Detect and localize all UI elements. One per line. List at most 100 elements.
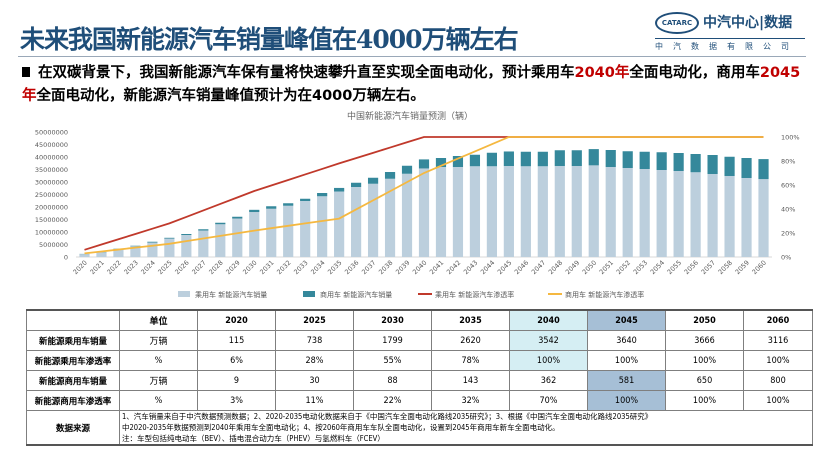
bar-commercial-2046: [520, 151, 531, 167]
source-row: 数据来源 1、汽车销量来自于中汽数据预测数据；2、2020-2035电动化数据来自…: [26, 410, 813, 446]
x-tick-label: 2053: [632, 259, 649, 276]
bar-commercial-2042: [452, 156, 464, 167]
y-tick-label: 5000000: [39, 241, 68, 249]
source-notes: 1、汽车销量来自于中汽数据预测数据；2、2020-2035电动化数据来自于《中国…: [119, 410, 813, 446]
x-tick-label: 2060: [751, 259, 768, 276]
y2-tick-label: 100%: [781, 134, 800, 142]
x-tick-label: 2046: [513, 259, 530, 276]
y2-tick-label: 80%: [781, 158, 795, 166]
bar-commercial-2059: [741, 158, 752, 178]
legend-label: 乘用车 新能源汽车渗透率: [435, 290, 514, 299]
source-line: 中2020-2035年数据预测到2040年乘用车全面电动化；4、按2060年商用…: [122, 423, 560, 432]
x-tick-label: 2048: [547, 259, 564, 276]
value-cell: 78%: [431, 350, 510, 371]
bar-commercial-2038: [384, 172, 396, 179]
x-tick-label: 2020: [72, 259, 89, 276]
value-cell: 22%: [353, 390, 432, 411]
bar-commercial-2045: [503, 151, 514, 166]
summary-text: 在双碳背景下，我国新能源汽车保有量将快速攀升直至实现全面电动化，预计乘用车204…: [22, 62, 812, 108]
bar-passenger-2021: [96, 252, 107, 257]
value-cell: 100%: [743, 350, 813, 371]
value-cell: 3116: [743, 330, 813, 351]
x-tick-label: 2039: [394, 259, 411, 276]
value-cell: 2620: [431, 330, 510, 351]
column-header: 单位: [119, 309, 198, 331]
summary-highlight: 2045年: [22, 65, 801, 104]
bar-commercial-2023: [130, 245, 141, 247]
unit-cell: %: [119, 350, 198, 371]
bar-commercial-2057: [707, 155, 718, 174]
x-tick-label: 2052: [615, 259, 632, 276]
y-tick-label: 0: [64, 254, 68, 262]
bar-commercial-2036: [351, 182, 362, 187]
x-tick-label: 2023: [122, 259, 139, 276]
bar-commercial-2034: [317, 193, 328, 197]
bar-passenger-2037: [367, 183, 379, 257]
value-cell: 1799: [353, 330, 432, 351]
bar-commercial-2048: [554, 150, 565, 166]
bar-commercial-2055: [673, 153, 684, 171]
x-tick-label: 2047: [530, 259, 547, 276]
bar-passenger-2022: [113, 249, 124, 257]
forecast-table: 单位 2020 2025 2030 2035 2040 2045 2050 2060 新能源乘用车…: [26, 309, 813, 446]
summary-part: 全面电动化，新能源汽车销量峰值预计为在4000万辆左右。: [36, 88, 425, 104]
y-tick-label: 25000000: [35, 191, 68, 199]
bar-passenger-2055: [673, 171, 684, 257]
x-tick-label: 2056: [683, 259, 700, 276]
x-tick-label: 2038: [377, 259, 394, 276]
value-cell: 88: [353, 370, 432, 391]
x-tick-label: 2043: [462, 259, 479, 276]
bar-commercial-2024: [147, 241, 158, 243]
row-label: 新能源商用车销量: [26, 370, 120, 391]
value-cell: 3666: [665, 330, 744, 351]
bar-commercial-2056: [690, 154, 701, 173]
bar-passenger-2057: [707, 174, 718, 257]
value-cell: 9: [197, 370, 276, 391]
bar-commercial-2047: [537, 151, 548, 167]
x-tick-label: 2050: [581, 259, 598, 276]
column-header: 2025: [275, 309, 354, 331]
column-header: 2050: [665, 309, 744, 331]
bar-passenger-2026: [181, 235, 192, 257]
bar-commercial-2041: [435, 158, 447, 167]
y2-tick-label: 40%: [781, 206, 795, 214]
bar-passenger-2042: [452, 167, 464, 257]
row-label: 新能源乘用车渗透率: [26, 350, 120, 371]
bar-commercial-2058: [724, 156, 735, 176]
x-tick-label: 2044: [479, 259, 496, 276]
x-tick-label: 2057: [700, 259, 717, 276]
bar-commercial-2050: [588, 149, 599, 166]
value-cell: 30: [275, 370, 354, 391]
value-cell: 28%: [275, 350, 354, 371]
legend-swatch: [303, 291, 315, 297]
bar-passenger-2052: [622, 168, 633, 257]
bar-passenger-2035: [334, 191, 345, 257]
source-line: 注：车型包括纯电动车（BEV）、插电混合动力车（PHEV）与氢燃料车（FCEV）: [122, 434, 385, 443]
bar-passenger-2059: [741, 178, 752, 257]
table-row: 新能源乘用车销量 万辆 115 738 1799 2620 3542 3640 3666 3116: [26, 330, 813, 351]
value-cell: 100%: [587, 350, 666, 371]
bar-commercial-2043: [469, 154, 481, 167]
bar-commercial-2039: [401, 165, 413, 174]
bar-commercial-2053: [639, 151, 650, 169]
x-tick-label: 2042: [445, 259, 462, 276]
x-tick-label: 2059: [734, 259, 751, 276]
value-cell: 738: [275, 330, 354, 351]
value-cell: 100%: [743, 390, 813, 411]
column-header: 2040: [509, 309, 588, 331]
bar-passenger-2046: [520, 166, 531, 257]
bar-commercial-2031: [266, 206, 277, 209]
bar-passenger-2025: [164, 238, 175, 257]
column-header: 2020: [197, 309, 276, 331]
x-tick-label: 2055: [666, 259, 683, 276]
unit-cell: %: [119, 390, 198, 411]
sales-chart: 0 5000000 10000000 15000000 20000000 25000000…: [35, 129, 800, 300]
y2-tick-label: 20%: [781, 230, 795, 238]
page-title: 未来我国新能源汽车销量峰值在4000万辆左右: [20, 25, 519, 54]
bar-passenger-2030: [249, 212, 260, 257]
x-tick-label: 2040: [411, 259, 428, 276]
value-cell: 3542: [509, 330, 588, 351]
logo-subtitle: 中汽数据有限公司: [655, 38, 805, 52]
table-row: 新能源商用车渗透率% 3% 11% 22% 32% 70% 100% 100% 100%: [26, 390, 813, 411]
bar-commercial-2032: [283, 203, 294, 206]
